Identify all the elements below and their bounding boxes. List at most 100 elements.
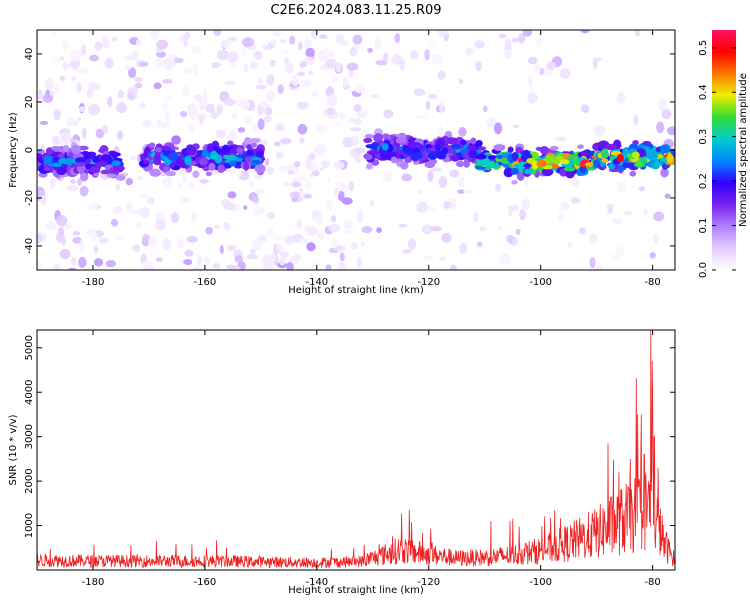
- heatmap-cell: [52, 263, 61, 270]
- heatmap-cell: [253, 195, 259, 205]
- heatmap-cell: [493, 144, 506, 151]
- heatmap-cell: [116, 130, 124, 141]
- heatmap-cell: [321, 160, 331, 169]
- heatmap-cell: [70, 256, 77, 266]
- heatmap-cell: [511, 151, 519, 161]
- heatmap-cell: [112, 36, 118, 42]
- heatmap-cell: [411, 151, 424, 160]
- heatmap-cell: [79, 185, 89, 197]
- heatmap-cell: [365, 144, 375, 149]
- heatmap-cell: [549, 145, 559, 151]
- heatmap-cell: [337, 261, 347, 270]
- heatmap-cell: [295, 174, 306, 182]
- heatmap-cell: [115, 174, 126, 181]
- heatmap-cell: [197, 255, 202, 266]
- heatmap-cell: [95, 128, 105, 139]
- heatmap-cell: [260, 101, 268, 110]
- heatmap-cell: [622, 162, 633, 168]
- heatmap-cell: [205, 103, 216, 113]
- heatmap-cell: [306, 242, 316, 252]
- heatmap-cell: [331, 120, 341, 128]
- heatmap-cell: [450, 198, 457, 209]
- heatmap-cell: [356, 210, 364, 223]
- heatmap-cell: [642, 208, 649, 216]
- heatmap-cell: [289, 35, 296, 45]
- heatmap-cell: [496, 154, 504, 159]
- heatmap-cell: [130, 155, 137, 161]
- heatmap-cell: [110, 218, 119, 227]
- heatmap-cell: [104, 57, 114, 69]
- heatmap-cell: [666, 153, 674, 164]
- snr-y-ticks: 1000 2000 3000 4000 5000: [24, 335, 675, 538]
- y-tick-label: 4000: [24, 379, 35, 404]
- heatmap-cell: [427, 170, 434, 182]
- heatmap-cell: [589, 256, 596, 269]
- heatmap-cell: [224, 80, 236, 86]
- heatmap-cell: [246, 149, 254, 156]
- heatmap-cell: [72, 230, 81, 236]
- heatmap-cell: [451, 143, 461, 150]
- heatmap-cell: [192, 63, 199, 76]
- heatmap-cell: [228, 166, 236, 175]
- heatmap-cell: [460, 139, 467, 146]
- heatmap-cell: [216, 148, 228, 154]
- heatmap-cell: [42, 94, 54, 103]
- x-tick-label: -120: [417, 277, 440, 288]
- heatmap-cell: [476, 241, 483, 248]
- heatmap-cell: [203, 256, 211, 264]
- heatmap-cell: [236, 171, 242, 177]
- heatmap-cell: [93, 245, 99, 254]
- heatmap-cell: [483, 105, 488, 113]
- heatmap-cell: [267, 227, 274, 237]
- heatmap-cell: [134, 82, 143, 89]
- heatmap-cell: [463, 158, 471, 168]
- heatmap-cell: [53, 109, 61, 121]
- heatmap-cell: [349, 127, 362, 132]
- heatmap-cell: [81, 44, 87, 56]
- heatmap-cell: [105, 260, 117, 268]
- heatmap-cell: [264, 106, 273, 116]
- heatmap-cell: [229, 160, 237, 167]
- heatmap-cell: [333, 160, 345, 170]
- heatmap-cell: [226, 51, 239, 63]
- heatmap-cell: [510, 167, 519, 175]
- heatmap-cell: [653, 211, 665, 222]
- heatmap-cell: [346, 62, 359, 71]
- heatmap-cell: [605, 143, 617, 151]
- colorbar: 0.0 0.1 0.2 0.3 0.4 0.5 Normalized spectral a…: [698, 30, 749, 278]
- heatmap-cell: [343, 138, 351, 143]
- heatmap-cell: [173, 57, 184, 64]
- heatmap-cell: [323, 47, 330, 57]
- heatmap-cell: [59, 76, 66, 81]
- y-tick-label: 1000: [24, 513, 35, 538]
- spectrogram-plot-area: [36, 29, 676, 271]
- heatmap-cell: [58, 227, 65, 237]
- heatmap-cell: [57, 153, 65, 158]
- heatmap-cell: [149, 168, 161, 177]
- heatmap-cell: [294, 160, 301, 168]
- heatmap-cell: [162, 145, 171, 151]
- heatmap-cell: [190, 211, 198, 221]
- heatmap-cell: [106, 173, 117, 178]
- heatmap-cell: [326, 94, 338, 107]
- colorbar-label: Normalized spectral amplitude: [738, 73, 749, 227]
- spectrogram-y-label: Frequency (Hz): [8, 112, 19, 188]
- heatmap-cell: [84, 162, 93, 170]
- heatmap-cell: [212, 263, 221, 269]
- heatmap-cell: [519, 209, 526, 221]
- heatmap-cell: [139, 102, 146, 109]
- heatmap-cell: [423, 255, 433, 260]
- y-tick-label: 20: [24, 96, 35, 109]
- heatmap-cell: [428, 93, 438, 99]
- heatmap-cell: [341, 197, 353, 205]
- heatmap-cell: [161, 101, 170, 112]
- heatmap-cell: [328, 223, 341, 233]
- heatmap-cell: [181, 172, 187, 185]
- heatmap-cell: [52, 135, 60, 146]
- heatmap-cell: [353, 147, 366, 154]
- heatmap-cell: [116, 102, 128, 114]
- heatmap-cell: [646, 151, 659, 161]
- heatmap-cell: [201, 151, 209, 157]
- heatmap-cell: [181, 85, 191, 97]
- heatmap-cell: [257, 118, 265, 131]
